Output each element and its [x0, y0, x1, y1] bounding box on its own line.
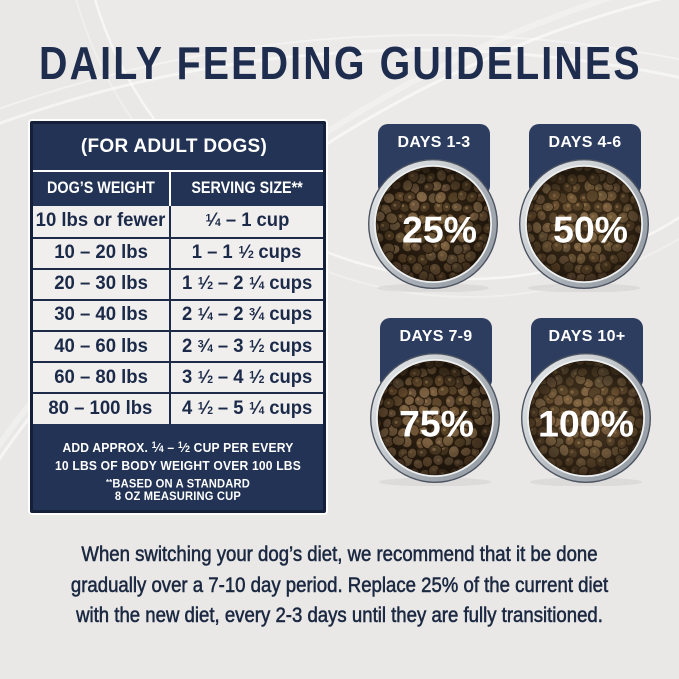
svg-text:50%: 50%: [553, 209, 628, 251]
svg-text:25%: 25%: [402, 209, 477, 251]
svg-text:75%: 75%: [399, 403, 474, 445]
svg-text:100%: 100%: [538, 403, 634, 445]
